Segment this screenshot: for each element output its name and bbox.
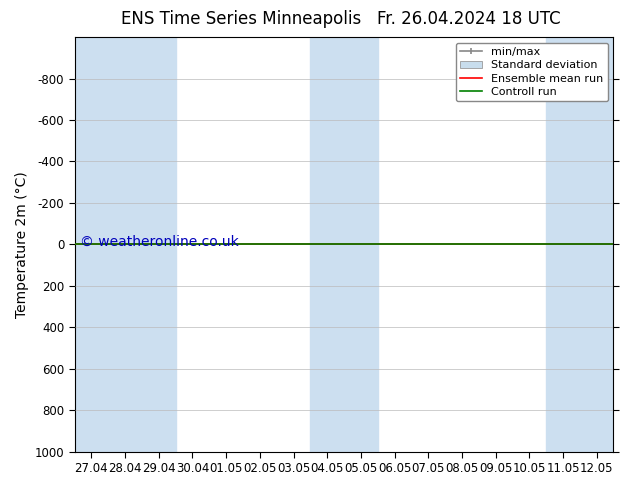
- Bar: [344, 37, 378, 452]
- Legend: min/max, Standard deviation, Ensemble mean run, Controll run: min/max, Standard deviation, Ensemble me…: [456, 43, 608, 101]
- Bar: [546, 37, 579, 452]
- Bar: [75, 37, 108, 452]
- Bar: [579, 37, 614, 452]
- Bar: [108, 37, 142, 452]
- Text: © weatheronline.co.uk: © weatheronline.co.uk: [80, 235, 239, 249]
- Y-axis label: Temperature 2m (°C): Temperature 2m (°C): [15, 171, 29, 318]
- Bar: [310, 37, 344, 452]
- Text: ENS Time Series Minneapolis: ENS Time Series Minneapolis: [121, 10, 361, 28]
- Bar: [142, 37, 176, 452]
- Text: Fr. 26.04.2024 18 UTC: Fr. 26.04.2024 18 UTC: [377, 10, 561, 28]
